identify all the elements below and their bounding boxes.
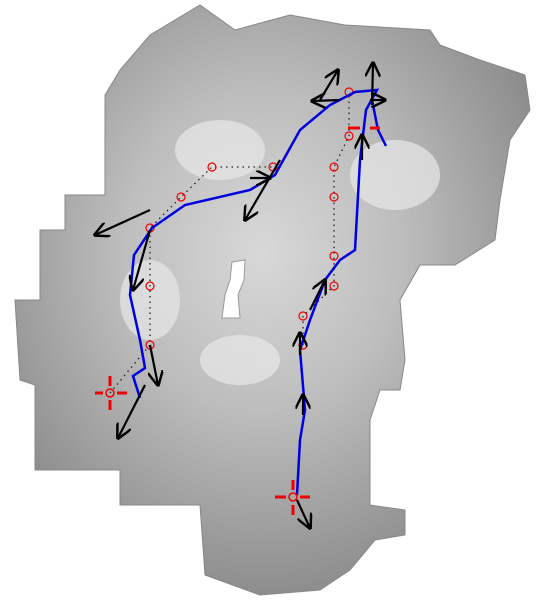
- heading-arrows: [95, 63, 385, 528]
- hole: [221, 259, 246, 319]
- trajectory-branch: [370, 99, 388, 147]
- trajectory: [128, 88, 380, 496]
- markers: [95, 126, 380, 515]
- mosaic: [14, 4, 531, 596]
